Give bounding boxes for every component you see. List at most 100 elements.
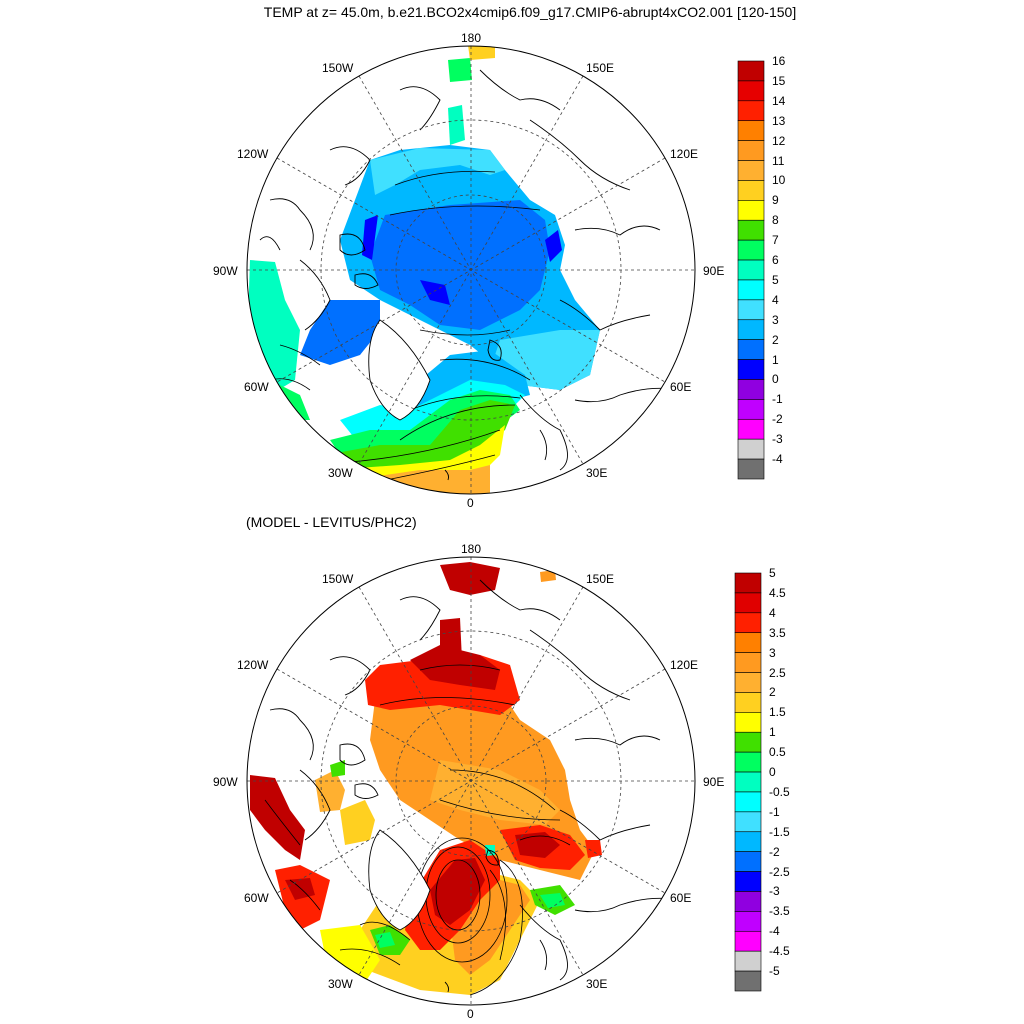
top-field-channel-1c-c: [362, 215, 378, 260]
top-colorbar-cell: [737, 379, 765, 400]
bottom-lon-label-30e: 30E: [586, 977, 608, 991]
top-colorbar-cell: [737, 239, 765, 261]
top-colorbar-label: 3: [772, 312, 779, 327]
top-contours: [269, 170, 541, 486]
top-lon-label-30e: 30E: [586, 466, 608, 480]
bottom-colorbar-label: -5: [769, 964, 780, 979]
top-colorbar-cell: [737, 219, 765, 241]
bottom-lon-label-60e: 60E: [670, 891, 692, 905]
top-colorbar-cell: [737, 319, 765, 340]
top-colorbar-label: 1: [772, 352, 779, 367]
bottom-field-basin-2-5: [430, 760, 560, 825]
bottom-colorbar-cell: [734, 751, 762, 773]
bottom-lon-label-180: 180: [461, 542, 482, 556]
top-colorbar-label: -4: [772, 452, 783, 467]
bottom-lon-label-150w: 150W: [322, 572, 354, 586]
bottom-field-kara-4: [585, 840, 602, 858]
bottom-field-bering-5: [440, 562, 500, 595]
bottom-field-barents-0-5: [540, 893, 565, 908]
bottom-colorbar-cell: [734, 811, 762, 833]
top-colorbar-label: 5: [772, 272, 779, 287]
bottom-colorbar-cell: [734, 970, 762, 992]
bottom-lon-label-90e: 90E: [703, 775, 725, 789]
bottom-lon-label-120w: 120W: [237, 658, 269, 672]
top-field-bering-10c: [468, 46, 495, 60]
bottom-colorbar-cell: [734, 950, 762, 972]
top-field-bering-6c: [448, 58, 472, 82]
bottom-colorbar-cell: [734, 891, 762, 912]
top-lon-label-150w: 150W: [322, 61, 354, 75]
top-colorbar-cell: [737, 299, 765, 321]
bottom-colorbar-cell: [734, 930, 762, 952]
bottom-field-chukchi-5: [410, 645, 500, 690]
bottom-colorbar-label: -0.5: [769, 784, 790, 799]
top-lon-label-120w: 120W: [237, 147, 269, 161]
top-colorbar-label: -1: [772, 392, 783, 407]
bottom-colorbar-label: 4.5: [769, 585, 786, 600]
bottom-field-archipelago-2: [340, 800, 375, 845]
top-colorbar-cell: [737, 399, 765, 420]
bottom-colorbar-label: -1: [769, 804, 780, 819]
bottom-colorbar-cell: [734, 911, 762, 932]
bottom-field-archipelago-1: [330, 760, 345, 777]
top-colorbar-label: 2: [772, 332, 779, 347]
bottom-colorbar-label: 1: [769, 725, 776, 740]
bottom-field-siberia-2-5: [540, 570, 556, 582]
top-colorbar-cell: [737, 100, 765, 122]
bottom-colorbar-cell: [734, 572, 762, 594]
top-field-hudson-5c: [248, 260, 300, 395]
bottom-colorbar-label: 3.5: [769, 625, 786, 640]
top-colorbar-cell: [737, 359, 765, 380]
bottom-colorbar-label: 0: [769, 765, 776, 780]
top-field-hudson-7c: [280, 385, 310, 420]
top-colorbar-cell: [737, 160, 765, 181]
bottom-lon-label-90w: 90W: [213, 775, 238, 789]
top-field-arctic-4c: [370, 148, 505, 195]
bottom-colorbar-label: -3: [769, 884, 780, 899]
bottom-colorbar-cell: [734, 632, 762, 653]
top-colorbar-label: -2: [772, 412, 783, 427]
top-colorbar-label: 0: [772, 372, 779, 387]
bottom-colorbar-cell: [734, 791, 762, 813]
top-lon-label-180: 180: [461, 31, 482, 45]
top-colorbar-cell: [737, 140, 765, 161]
top-colorbar-cell: [737, 279, 765, 301]
bottom-colorbar-cell: [734, 712, 762, 733]
top-colorbar-label: 8: [772, 213, 779, 228]
top-colorbar-label: 11: [772, 153, 785, 168]
bottom-colorbar-label: 0.5: [769, 745, 786, 760]
top-colorbar-label: 10: [772, 173, 786, 188]
top-colorbar-cell: [737, 120, 765, 141]
bottom-map: [246, 556, 696, 1006]
bottom-colorbar-label: -3.5: [769, 904, 790, 919]
top-colorbar-label: 12: [772, 133, 786, 148]
top-colorbar-cell: [737, 80, 765, 102]
top-field-channel-1c-a: [420, 280, 450, 305]
top-colorbar-label: -3: [772, 432, 783, 447]
bottom-colorbar-label: -4: [769, 924, 780, 939]
bottom-colorbar-cell: [734, 652, 762, 673]
top-lon-label-30w: 30W: [328, 466, 353, 480]
bottom-map-field: [250, 562, 602, 995]
bottom-lon-label-30w: 30W: [328, 977, 353, 991]
bottom-lon-label-120e: 120E: [670, 658, 699, 672]
top-lon-label-0: 0: [467, 496, 474, 510]
bottom-colorbar-label: -2: [769, 844, 780, 859]
top-colorbar-label: 4: [772, 292, 779, 307]
bottom-colorbar-label: 4: [769, 605, 776, 620]
bottom-field-hudson-5: [250, 775, 305, 860]
top-colorbar-cell: [737, 259, 765, 281]
bottom-colorbar-cell: [734, 731, 762, 753]
top-field-chukchi-5c: [448, 105, 465, 145]
top-field-central-2c: [370, 200, 550, 330]
top-map-field: [248, 46, 600, 494]
top-colorbar-cell: [737, 200, 765, 221]
bottom-graticule: [247, 557, 695, 1005]
bottom-colorbar-label: 2.5: [769, 665, 786, 680]
bottom-colorbar-cell: [734, 831, 762, 852]
bottom-field-bering-5-b: [440, 618, 462, 662]
bottom-colorbar-label: -1.5: [769, 824, 790, 839]
bottom-colorbar-label: 1.5: [769, 705, 786, 720]
bottom-colorbar: [734, 572, 762, 992]
top-field-baffin-2c: [300, 300, 380, 365]
